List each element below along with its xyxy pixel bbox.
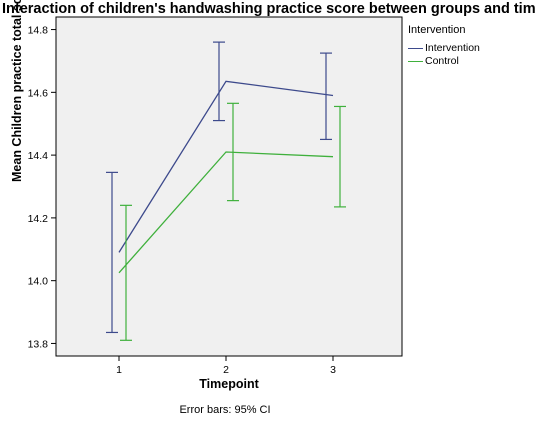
series-line-intervention xyxy=(118,80,334,253)
y-tick-label: 14.0 xyxy=(28,276,49,288)
legend-item-control: Control xyxy=(408,55,459,67)
legend-item-intervention: Intervention xyxy=(408,42,480,54)
legend-title: Intervention xyxy=(408,24,466,36)
error-bar-note: Error bars: 95% CI xyxy=(179,404,271,416)
x-tick-label: 3 xyxy=(330,364,336,376)
y-tick-label: 13.8 xyxy=(28,338,49,350)
legend-label-intervention: Intervention xyxy=(425,42,480,54)
x-tick-label: 2 xyxy=(223,364,229,376)
y-tick-label: 14.4 xyxy=(28,150,49,162)
chart-title: Interaction of children's handwashing pr… xyxy=(2,1,536,17)
legend-swatch-intervention xyxy=(408,47,423,49)
x-tick-label: 1 xyxy=(116,364,122,376)
y-axis-label: Mean Children practice total score xyxy=(10,0,24,182)
plot-area xyxy=(55,16,403,357)
series-line-control xyxy=(118,151,334,274)
legend-swatch-control xyxy=(408,60,423,62)
y-tick-label: 14.8 xyxy=(28,25,49,37)
x-axis-label: Timepoint xyxy=(199,377,259,391)
legend-label-control: Control xyxy=(425,55,459,67)
y-tick-label: 14.2 xyxy=(28,213,49,225)
y-tick-label: 14.6 xyxy=(28,87,49,99)
